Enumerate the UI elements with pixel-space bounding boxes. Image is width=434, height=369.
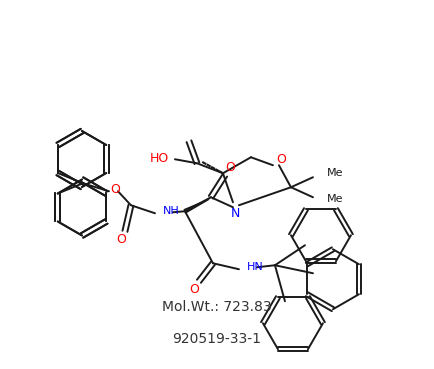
Text: O: O: [189, 283, 199, 296]
Text: NH: NH: [163, 206, 180, 216]
Text: Me: Me: [327, 168, 343, 178]
Text: O: O: [225, 161, 235, 174]
Polygon shape: [184, 199, 209, 213]
Text: 920519-33-1: 920519-33-1: [172, 332, 262, 346]
Text: O: O: [276, 153, 286, 166]
Text: O: O: [110, 183, 120, 196]
Text: HO: HO: [150, 152, 169, 165]
Text: O: O: [116, 233, 126, 246]
Text: Me: Me: [327, 194, 343, 204]
Text: Mol.Wt.: 723.83: Mol.Wt.: 723.83: [162, 300, 272, 314]
Text: HN: HN: [247, 262, 264, 272]
Text: N: N: [230, 207, 240, 220]
